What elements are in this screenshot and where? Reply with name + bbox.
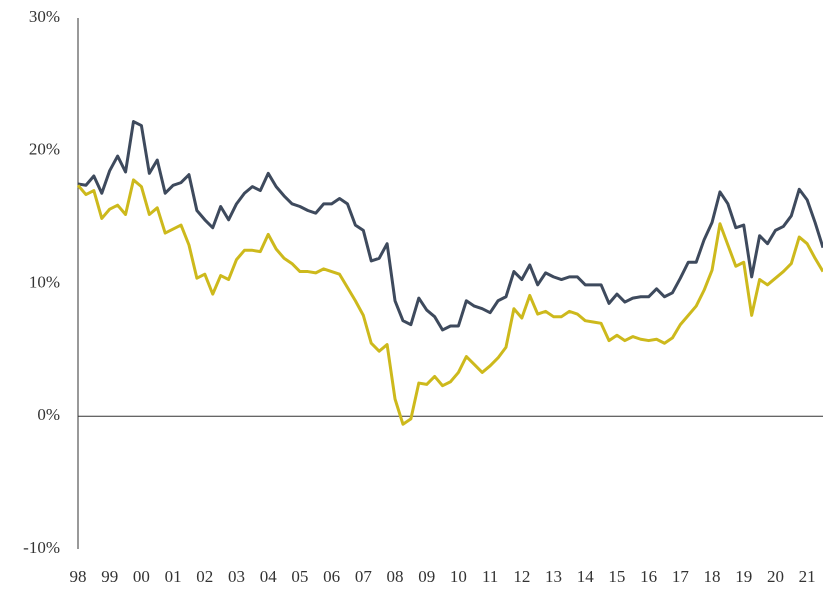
- x-tick-label: 17: [672, 567, 690, 586]
- x-tick-label: 11: [482, 567, 498, 586]
- x-tick-label: 13: [545, 567, 562, 586]
- x-tick-label: 12: [513, 567, 530, 586]
- x-tick-label: 00: [133, 567, 150, 586]
- x-tick-label: 98: [70, 567, 87, 586]
- y-tick-label: 0%: [37, 405, 60, 424]
- x-tick-label: 09: [418, 567, 435, 586]
- x-tick-label: 16: [640, 567, 657, 586]
- x-tick-label: 06: [323, 567, 340, 586]
- x-tick-label: 18: [704, 567, 721, 586]
- y-tick-label: 30%: [29, 7, 60, 26]
- x-tick-label: 03: [228, 567, 245, 586]
- line-series: [76, 178, 823, 426]
- x-tick-label: 01: [165, 567, 182, 586]
- x-tick-label: 21: [799, 567, 816, 586]
- x-tick-label: 04: [260, 567, 278, 586]
- x-tick-label: 20: [767, 567, 784, 586]
- x-tick-label: 15: [608, 567, 625, 586]
- y-tick-label: 20%: [29, 140, 60, 159]
- y-tick-label: 10%: [29, 272, 60, 291]
- line-series: [77, 120, 823, 332]
- x-tick-label: 08: [387, 567, 404, 586]
- x-tick-label: 99: [101, 567, 118, 586]
- x-tick-label: 10: [450, 567, 467, 586]
- x-tick-label: 05: [291, 567, 308, 586]
- x-tick-label: 02: [196, 567, 213, 586]
- x-tick-label: 19: [735, 567, 752, 586]
- x-tick-label: 14: [577, 567, 595, 586]
- y-tick-label: -10%: [23, 538, 60, 557]
- x-tick-label: 07: [355, 567, 373, 586]
